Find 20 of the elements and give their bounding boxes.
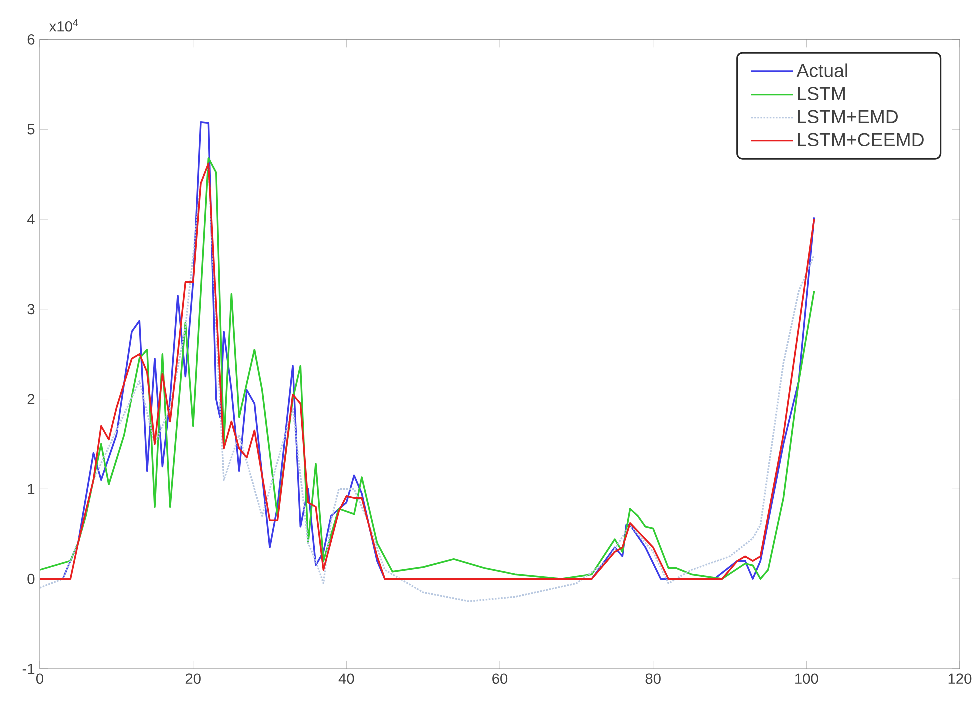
y-tick-label: 6 xyxy=(28,34,35,45)
x-tick-label: 120 xyxy=(948,674,972,684)
x-tick-label: 100 xyxy=(796,674,818,684)
legend-label: LSTM+CEEMD xyxy=(798,133,924,147)
x-tick-label: 80 xyxy=(646,674,661,684)
y-tick-label: 0 xyxy=(28,574,35,584)
x-tick-label: 40 xyxy=(338,674,354,684)
y-tick-label: 3 xyxy=(28,304,35,315)
legend-label: LSTM xyxy=(798,87,845,100)
x-tick-label: 0 xyxy=(36,674,44,684)
x-tick-label: 60 xyxy=(492,674,508,684)
legend-label: LSTM+EMD xyxy=(798,110,898,124)
x-tick-label: 20 xyxy=(186,674,201,684)
y-tick-label: 1 xyxy=(28,484,35,494)
y-tick-label: 4 xyxy=(27,214,35,225)
y-tick-label: 5 xyxy=(28,124,35,135)
legend-label: Actual xyxy=(796,64,848,78)
text: x10$^{4}$ xyxy=(49,19,78,32)
y-tick-label: 2 xyxy=(28,394,35,404)
y-tick-label: -1 xyxy=(22,664,35,674)
